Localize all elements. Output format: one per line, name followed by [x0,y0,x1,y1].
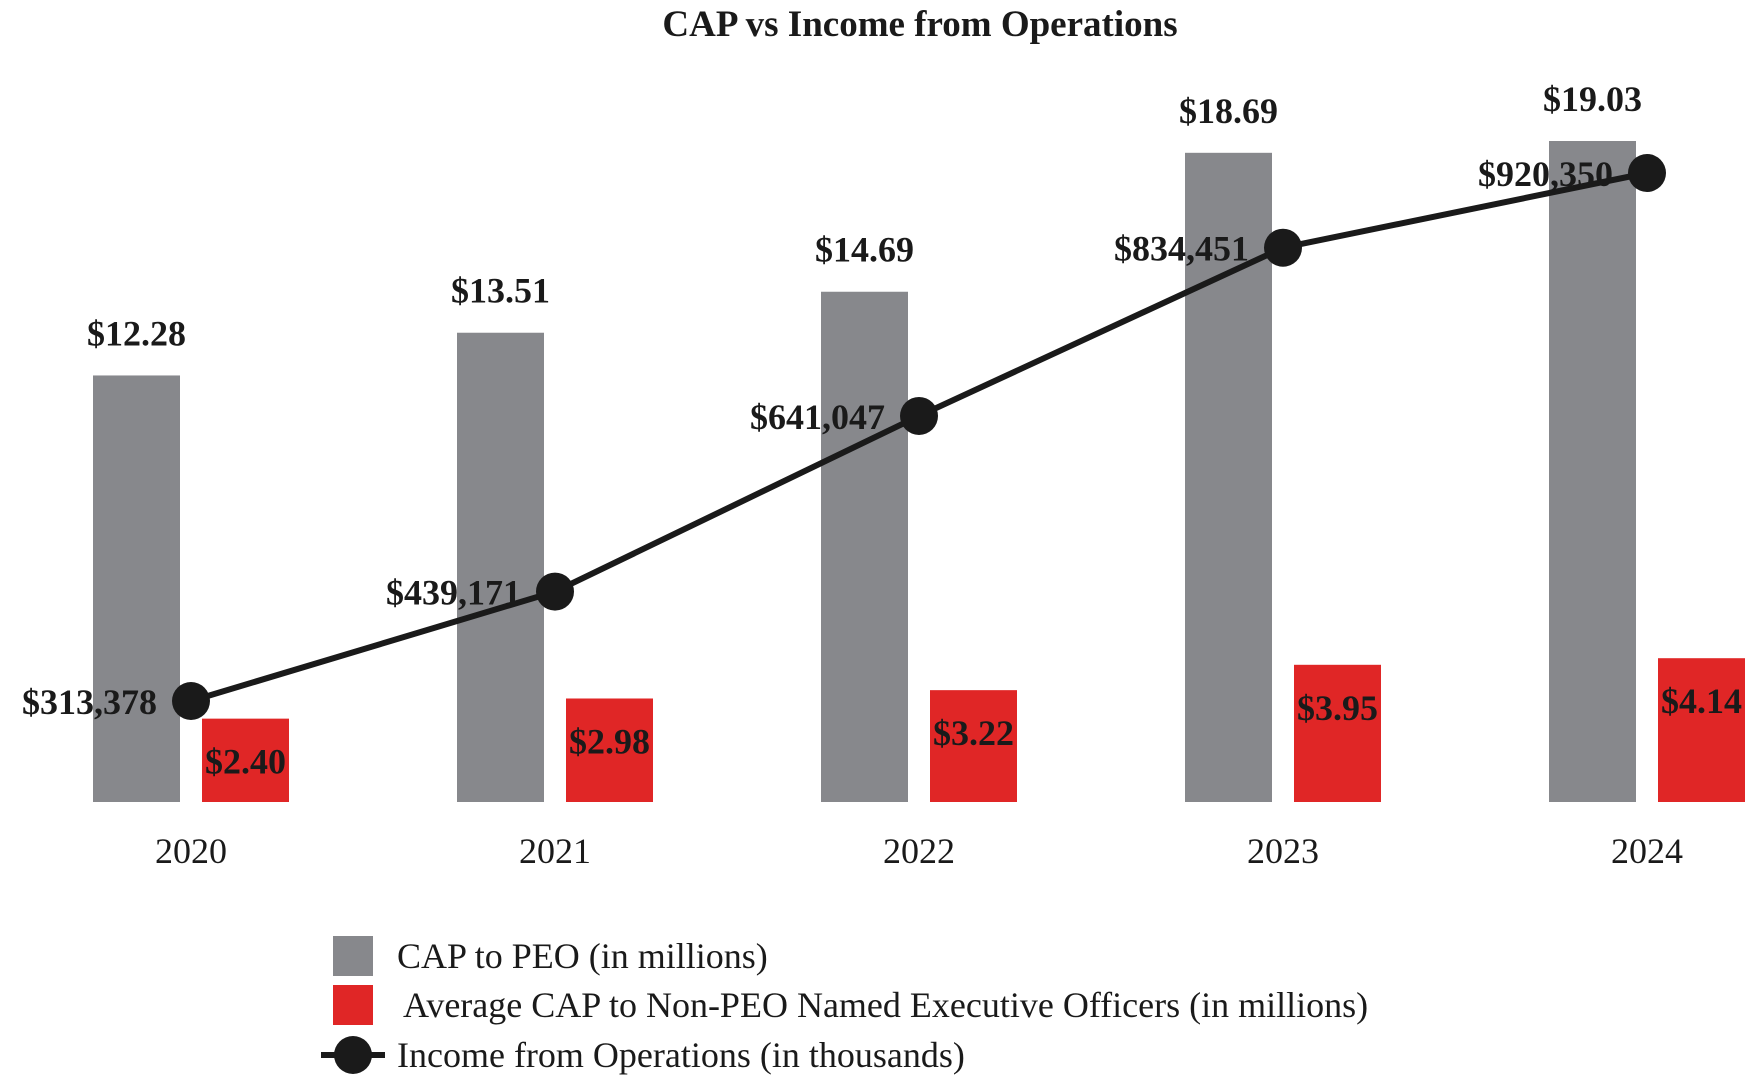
bar-cap-peo-2022 [821,291,908,802]
label-cap-non-peo-2021: $2.98 [569,721,650,761]
income-point-2024 [1628,154,1666,192]
bar-cap-peo-2021 [457,332,544,802]
legend-marker [334,1036,372,1074]
income-line-layer: $313,378 $439,171 $641,047 $834,451 $920,350 [22,154,1666,722]
bar-cap-non-peo-2020 [202,718,289,802]
income-point-2021 [536,572,574,611]
label-cap-peo-2023: $18.69 [1179,91,1278,131]
x-tick-2022: 2022 [883,831,955,871]
bar-cap-peo-2024 [1549,141,1636,802]
bars-layer [93,141,1745,803]
x-tick-2021: 2021 [519,831,591,871]
label-cap-non-peo-2020: $2.40 [205,742,286,782]
income-point-2023 [1264,228,1302,267]
label-income-2023: $834,451 [1114,229,1249,269]
label-income-2022: $641,047 [750,397,885,437]
income-line [190,170,1648,704]
x-tick-2023: 2023 [1247,831,1319,871]
x-tick-2024: 2024 [1611,831,1683,871]
label-cap-peo-2021: $13.51 [451,271,550,311]
legend-label-1: Average CAP to Non-PEO Named Executive O… [403,985,1368,1025]
label-cap-peo-2022: $14.69 [815,230,914,270]
chart-title: CAP vs Income from Operations [662,4,1177,45]
bar-cap-non-peo-2021 [566,698,653,802]
legend-swatch-0 [333,936,373,976]
income-point-2022 [900,396,938,435]
x-tick-2020: 2020 [155,831,227,871]
bar-cap-peo-2020 [93,375,180,802]
label-cap-peo-2024: $19.03 [1543,79,1642,119]
legend: CAP to PEO (in millions) Average CAP to N… [321,936,1368,1075]
label-income-2021: $439,171 [386,573,521,613]
bar-cap-non-peo-2023 [1294,664,1381,802]
label-income-2020: $313,378 [22,682,157,722]
bar-cap-non-peo-2022 [930,690,1017,802]
income-point-2020 [172,682,210,720]
legend-label-0: CAP to PEO (in millions) [397,936,768,976]
label-cap-non-peo-2023: $3.95 [1297,688,1378,728]
label-cap-non-peo-2024: $4.14 [1661,681,1742,721]
label-cap-peo-2020: $12.28 [87,313,186,353]
legend-swatch-1 [333,985,373,1025]
legend-label-2: Income from Operations (in thousands) [397,1035,965,1075]
label-income-2024: $920,350 [1478,154,1613,194]
bar-cap-non-peo-2024 [1658,658,1745,802]
x-axis-ticks: 2020 2021 2022 2023 2024 [155,831,1683,871]
bar-labels-layer: $12.28 $2.40 $13.51 $2.98 $14.69 $3.22 $18.69 $… [87,79,1742,782]
label-cap-non-peo-2022: $3.22 [933,713,1014,753]
